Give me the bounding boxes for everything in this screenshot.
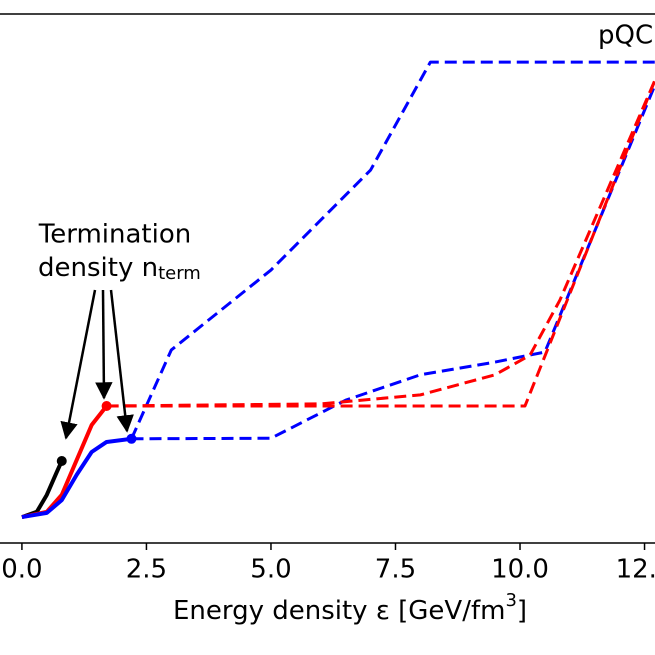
arrow (95, 289, 113, 400)
x-tick-label: 7.5 (375, 555, 416, 585)
pqcd-label: pQCD (598, 21, 655, 51)
x-tick-label: 10.0 (491, 555, 549, 585)
series-line (21, 436, 132, 520)
series-line (21, 460, 64, 519)
x-label-superscript: 3 (505, 590, 516, 611)
x-tick-label: 2.5 (126, 555, 167, 585)
annotation-arrows (60, 289, 134, 440)
x-axis-label: Energy density ε [GeV/fm3] (173, 590, 527, 626)
x-tick-label: 5.0 (250, 555, 291, 585)
annotation-line2: density nterm (38, 253, 201, 285)
annotation-text: density n (38, 253, 158, 283)
x-tick-label: 12.5 (616, 555, 655, 585)
annotation-subscript: term (158, 263, 201, 284)
end-marker (56, 456, 67, 467)
arrow (60, 289, 97, 440)
x-tick-label: 0.0 (1, 555, 42, 585)
end-marker (101, 400, 112, 411)
x-label-text: Energy density ε [GeV/fm (173, 596, 506, 626)
end-marker (126, 433, 137, 444)
arrow (109, 289, 134, 433)
annotation-line1: Termination (38, 220, 191, 250)
series-line (130, 60, 655, 440)
series-line (106, 79, 655, 408)
plot-area (21, 60, 655, 520)
series-line (131, 84, 655, 441)
series-line (106, 79, 655, 408)
x-label-close: ] (517, 596, 527, 626)
